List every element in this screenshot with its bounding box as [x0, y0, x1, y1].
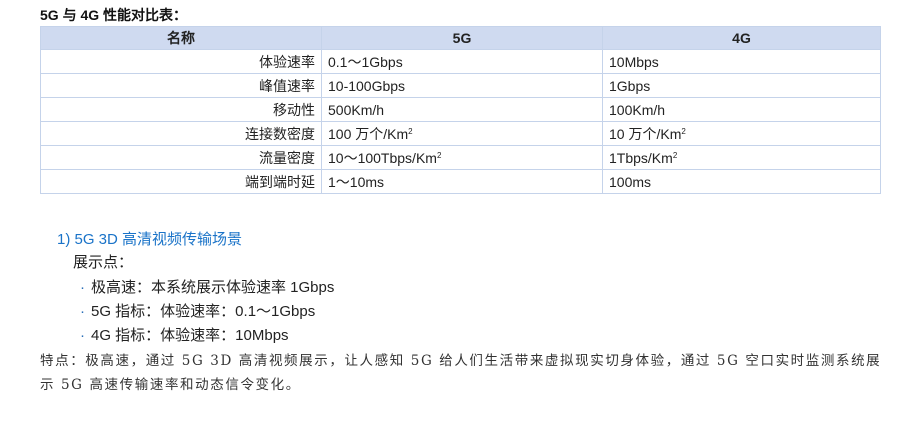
cell-4g-text: 10Mbps: [609, 53, 659, 70]
feature-paragraph: 特点：极高速，通过 5G 3D 高清视频展示，让人感知 5G 给人们生活带来虚拟…: [40, 353, 882, 393]
cell-4g: 10Mbps: [602, 49, 881, 74]
cell-4g: 1Tbps/Km2: [602, 145, 881, 170]
table-header-row: 名称 5G 4G: [40, 26, 881, 50]
cell-5g: 0.1～1Gbps: [321, 49, 603, 74]
cell-4g: 100Km/h: [602, 97, 881, 122]
bullet-item: · 4G 指标：体验速率：10Mbps: [80, 324, 289, 345]
cell-5g: 10-100Gbps: [321, 73, 603, 98]
cell-5g: 100 万个/Km2: [321, 121, 603, 146]
bullet-icon: ·: [80, 279, 85, 296]
bullet-text: 4G 指标：体验速率：10Mbps: [91, 327, 289, 344]
superscript: 2: [436, 150, 442, 160]
cell-name-text: 移动性: [273, 101, 315, 118]
cell-5g: 10～100Tbps/Km2: [321, 145, 603, 170]
cell-name: 体验速率: [40, 49, 322, 74]
cell-5g-text: 1～10ms: [328, 173, 385, 190]
table-row: 移动性 500Km/h 100Km/h: [40, 97, 881, 122]
cell-5g: 500Km/h: [321, 97, 603, 122]
table-row: 体验速率 0.1～1Gbps 10Mbps: [40, 49, 881, 74]
header-5g: 5G: [321, 26, 603, 50]
cell-4g-text: 1Tbps/Km: [609, 149, 673, 166]
bullet-icon: ·: [80, 303, 85, 320]
bullet-icon: ·: [80, 327, 85, 344]
cell-name: 端到端时延: [40, 169, 322, 194]
cell-4g-text: 100Km/h: [609, 101, 666, 118]
bullet-text: 极高速：本系统展示体验速率 1Gbps: [91, 279, 335, 296]
cell-name-text: 体验速率: [259, 53, 315, 70]
header-name: 名称: [40, 26, 322, 50]
table-row: 连接数密度 100 万个/Km2 10 万个/Km2: [40, 121, 881, 146]
cell-5g-text: 10～100Tbps/Km: [328, 149, 437, 166]
cell-5g-text: 500Km/h: [328, 101, 385, 118]
superscript: 2: [681, 126, 686, 136]
cell-5g-text: 10-100Gbps: [328, 77, 406, 94]
cell-name: 移动性: [40, 97, 322, 122]
cell-name: 连接数密度: [40, 121, 322, 146]
comparison-table: 名称 5G 4G 体验速率 0.1～1Gbps 10Mbps 峰值速率 10-100Gb…: [40, 26, 881, 194]
bullet-text: 5G 指标：体验速率：0.1～1Gbps: [91, 303, 316, 320]
table-row: 端到端时延 1～10ms 100ms: [40, 169, 881, 194]
table-title: 5G 与 4G 性能对比表：: [40, 7, 188, 23]
section-heading: 1) 5G 3D 高清视频传输场景: [57, 231, 243, 248]
cell-name-text: 峰值速率: [259, 77, 315, 94]
cell-4g: 10 万个/Km2: [602, 121, 881, 146]
header-4g: 4G: [602, 26, 881, 50]
bullet-item: · 极高速：本系统展示体验速率 1Gbps: [80, 276, 334, 297]
table-row: 流量密度 10～100Tbps/Km2 1Tbps/Km2: [40, 145, 881, 170]
bullet-item: · 5G 指标：体验速率：0.1～1Gbps: [80, 300, 315, 321]
cell-4g: 1Gbps: [602, 73, 881, 98]
cell-5g: 1～10ms: [321, 169, 603, 194]
section-label: 展示点：: [73, 254, 134, 271]
table-row: 峰值速率 10-100Gbps 1Gbps: [40, 73, 881, 98]
superscript: 2: [672, 150, 678, 160]
cell-5g-text: 100 万个/Km: [328, 125, 409, 142]
cell-name-text: 端到端时延: [245, 173, 315, 190]
cell-4g: 100ms: [602, 169, 881, 194]
cell-4g-text: 10 万个/Km: [609, 125, 682, 142]
cell-name-text: 流量密度: [259, 149, 315, 166]
cell-name: 流量密度: [40, 145, 322, 170]
cell-4g-text: 1Gbps: [609, 77, 651, 94]
cell-4g-text: 100ms: [609, 173, 652, 190]
superscript: 2: [408, 126, 413, 136]
cell-5g-text: 0.1～1Gbps: [328, 53, 403, 70]
cell-name: 峰值速率: [40, 73, 322, 98]
cell-name-text: 连接数密度: [245, 125, 315, 142]
